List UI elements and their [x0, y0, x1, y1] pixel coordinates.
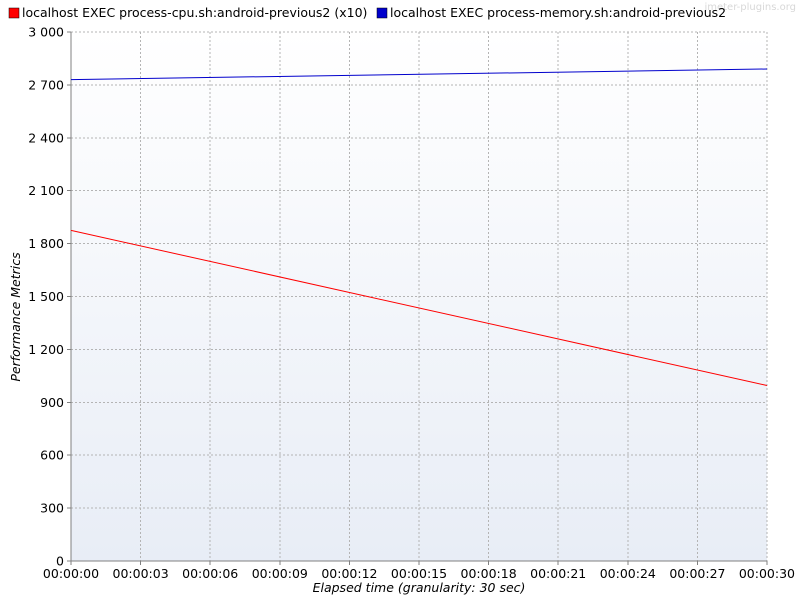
series: [70, 68, 768, 386]
x-tick-label-1: 00:00:03: [113, 566, 169, 581]
x-axis-title: Elapsed time (granularity: 30 sec): [313, 580, 526, 595]
y-tick-label-2: 600: [40, 448, 64, 463]
y-tick-label-1: 300: [40, 501, 64, 516]
legend: localhost EXEC process-cpu.sh:android-pr…: [8, 5, 726, 20]
grid: [71, 31, 768, 561]
x-tick-label-10: 00:00:30: [739, 566, 795, 581]
x-tick-label-6: 00:00:18: [461, 566, 517, 581]
y-tick-label-8: 2 400: [28, 130, 64, 145]
x-tick-label-4: 00:00:12: [321, 566, 377, 581]
y-axis-title: Performance Metrics: [8, 252, 23, 382]
x-tick-label-7: 00:00:21: [530, 566, 586, 581]
y-tick-label-9: 2 700: [28, 77, 64, 92]
y-tick-label-4: 1 200: [28, 342, 64, 357]
y-tick-label-5: 1 500: [28, 289, 64, 304]
y-tick-label-6: 1 800: [28, 236, 64, 251]
series-line-memory: [70, 68, 768, 81]
y-tick-label-0: 0: [56, 554, 64, 569]
legend-label-cpu: localhost EXEC process-cpu.sh:android-pr…: [22, 5, 367, 20]
legend-swatch-memory: [376, 7, 388, 19]
legend-swatch-cpu: [8, 7, 20, 19]
legend-label-memory: localhost EXEC process-memory.sh:android…: [390, 5, 726, 20]
x-tick-label-8: 00:00:24: [600, 566, 656, 581]
x-tick-label-5: 00:00:15: [391, 566, 447, 581]
x-tick-label-3: 00:00:09: [252, 566, 308, 581]
y-axis-ticks: 0 300 600 900 1 200 1 500 1 800 2 100 2 400 2 700…: [28, 25, 71, 569]
x-axis-ticks: 00:00:00 00:00:03 00:00:06 00:00:09 00:00:12…: [43, 561, 795, 581]
y-tick-label-3: 900: [40, 395, 64, 410]
y-tick-label-7: 2 100: [28, 183, 64, 198]
series-line-cpu: [70, 229, 768, 386]
x-tick-label-9: 00:00:27: [669, 566, 725, 581]
watermark: jmeter-plugins.org: [703, 2, 796, 13]
x-tick-label-0: 00:00:00: [43, 566, 99, 581]
y-tick-label-10: 3 000: [28, 25, 64, 40]
x-tick-label-2: 00:00:06: [182, 566, 238, 581]
